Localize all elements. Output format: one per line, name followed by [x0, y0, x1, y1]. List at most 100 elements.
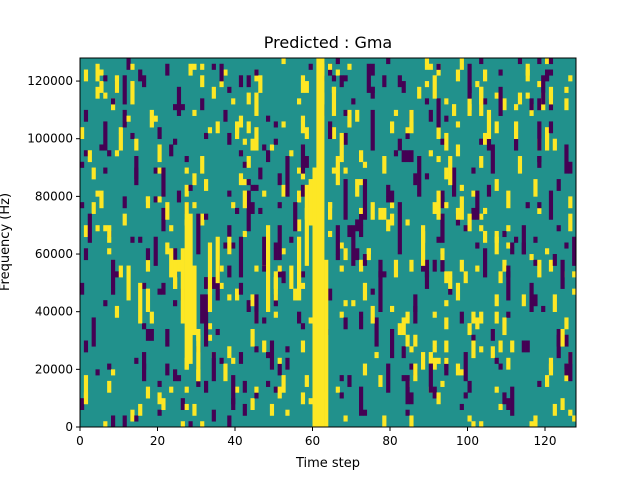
- heatmap-cell-high: [494, 230, 499, 255]
- heatmap-cell-high: [304, 81, 309, 93]
- heatmap-cell-high: [471, 340, 476, 359]
- heatmap-cell-low: [300, 323, 306, 330]
- heatmap-cell-low: [405, 150, 410, 163]
- heatmap-cell-low: [161, 207, 166, 220]
- heatmap-cell-high: [370, 202, 375, 214]
- heatmap-cell-low: [417, 156, 422, 197]
- heatmap-cell-low: [556, 179, 561, 191]
- heatmap-cell-low: [548, 121, 554, 134]
- heatmap-cell-high: [138, 403, 143, 416]
- heatmap-cell-low: [498, 86, 503, 116]
- heatmap-cell-high: [401, 317, 406, 336]
- heatmap-cell-high: [297, 236, 302, 301]
- heatmap-cell-low: [386, 363, 391, 393]
- heatmap-cell-high: [145, 259, 151, 272]
- heatmap-cell-low: [200, 294, 205, 324]
- heatmap-cell-low: [211, 277, 216, 289]
- heatmap-cell-low: [204, 380, 209, 393]
- heatmap-cell-low: [486, 138, 492, 151]
- heatmap-cell-high: [564, 317, 569, 330]
- heatmap-cell-low: [134, 357, 139, 364]
- heatmap-cell-high: [506, 242, 511, 249]
- heatmap-cell-high: [444, 132, 449, 151]
- heatmap-cell-high: [300, 340, 306, 353]
- heatmap-cell-high: [529, 254, 534, 261]
- heatmap-cell-low: [440, 190, 445, 203]
- heatmap-cell-low: [475, 190, 480, 220]
- heatmap-cell-high: [545, 58, 550, 65]
- heatmap-cell-high: [479, 213, 484, 220]
- heatmap-cell-high: [134, 138, 139, 151]
- heatmap-cell-high: [235, 121, 240, 140]
- heatmap-cell-low: [541, 305, 546, 312]
- heatmap-cell-low: [258, 207, 263, 214]
- heatmap-cell-high: [525, 92, 530, 99]
- heatmap-cell-high: [95, 225, 100, 232]
- heatmap-cell-high: [382, 415, 387, 428]
- heatmap-cell-low: [83, 340, 89, 353]
- heatmap-cell-high: [390, 202, 395, 209]
- heatmap-cell-high: [118, 265, 123, 278]
- heatmap-cell-high: [103, 92, 108, 99]
- heatmap-cell-low: [87, 213, 92, 243]
- heatmap-cell-low: [483, 248, 488, 278]
- heatmap-cell-high: [444, 98, 449, 105]
- heatmap-cell-high: [448, 271, 453, 278]
- heatmap-cell-low: [145, 328, 151, 341]
- heatmap-cell-low: [401, 346, 406, 359]
- heatmap-cell-high: [297, 219, 302, 232]
- heatmap-cell-high: [432, 357, 437, 370]
- heatmap-cell-high: [192, 265, 197, 324]
- heatmap-cell-high: [428, 150, 433, 157]
- heatmap-cell-low: [188, 184, 193, 191]
- heatmap-cell-high: [436, 156, 441, 163]
- heatmap-cell-high: [343, 248, 348, 261]
- heatmap-cell-low: [180, 104, 185, 111]
- heatmap-cell-high: [467, 98, 472, 111]
- heatmap-cell-low: [401, 150, 406, 163]
- heatmap-cell-high: [145, 386, 151, 393]
- heatmap-cell-high: [378, 207, 383, 220]
- heatmap-cell-low: [397, 213, 402, 255]
- heatmap-cell-high: [91, 167, 96, 180]
- heatmap-cell-low: [111, 259, 116, 289]
- heatmap-cell-high: [490, 346, 495, 359]
- heatmap-cell-low: [424, 173, 430, 180]
- heatmap-cell-low: [231, 375, 236, 405]
- y-tick-label: 60000: [35, 247, 73, 261]
- heatmap-cell-high: [277, 386, 282, 399]
- heatmap-cell-high: [114, 150, 120, 157]
- heatmap-cell-low: [300, 144, 306, 174]
- heatmap-cell-high: [289, 150, 294, 157]
- heatmap-cell-high: [483, 230, 488, 243]
- heatmap-cell-low: [339, 392, 344, 399]
- heatmap-cell-low: [409, 392, 414, 405]
- heatmap-cell-low: [80, 398, 85, 410]
- heatmap-cell-low: [297, 311, 302, 324]
- heatmap-cell-low: [537, 98, 542, 111]
- heatmap-cell-high: [459, 207, 464, 220]
- heatmap-cell-high: [440, 380, 445, 387]
- heatmap-cell-high: [537, 207, 542, 214]
- heatmap-cell-high: [390, 213, 395, 226]
- heatmap-cell-high: [393, 259, 399, 278]
- heatmap-cell-high: [235, 386, 240, 393]
- heatmap-cell-high: [444, 167, 449, 180]
- heatmap-cell-high: [455, 207, 461, 220]
- heatmap-cell-low: [157, 409, 162, 416]
- heatmap-cell-high: [421, 225, 426, 266]
- heatmap-cell-low: [525, 340, 530, 353]
- heatmap-cell-low: [506, 398, 511, 410]
- heatmap-cell-high: [448, 156, 453, 186]
- heatmap-cell-high: [483, 207, 488, 214]
- heatmap-cell-low: [564, 242, 569, 249]
- heatmap-cell-low: [254, 69, 259, 76]
- heatmap-cell-low: [289, 236, 294, 243]
- heatmap-cell-high: [304, 184, 309, 266]
- heatmap-cell-low: [436, 236, 441, 243]
- heatmap-cell-low: [506, 311, 511, 318]
- heatmap-cell-high: [440, 248, 445, 261]
- heatmap-cell-low: [510, 242, 515, 255]
- heatmap-cell-high: [397, 323, 402, 336]
